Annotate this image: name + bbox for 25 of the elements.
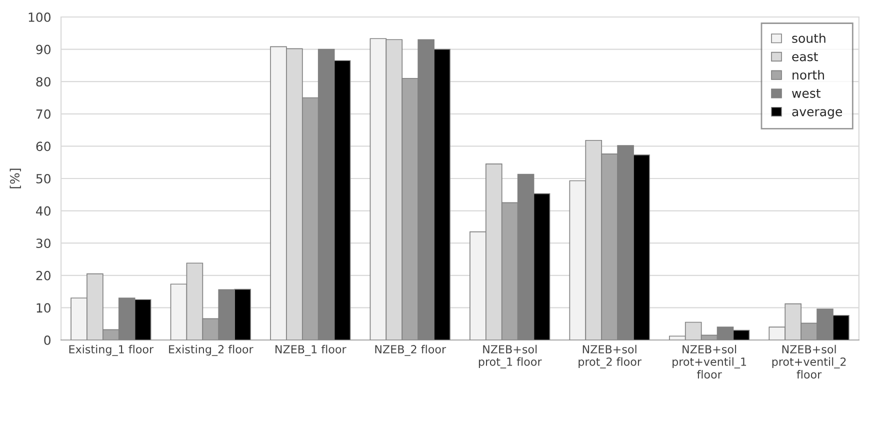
legend-label: average xyxy=(792,109,842,119)
y-tick-label: 90 xyxy=(36,44,50,54)
y-tick-label: 100 xyxy=(28,12,50,22)
y-tick-label: 10 xyxy=(36,303,50,313)
y-tick-label: 0 xyxy=(44,335,50,345)
x-tick-label: NZEB_2 floor xyxy=(375,344,446,356)
x-tick-label: NZEB+sol prot_2 floor xyxy=(578,344,642,368)
y-tick-label: 50 xyxy=(36,174,50,184)
y-tick-label: 70 xyxy=(36,109,50,119)
x-tick-label: Existing_2 floor xyxy=(169,344,254,356)
y-tick-label: 20 xyxy=(36,270,50,280)
x-tick-label: NZEB+sol prot+ventil_1 floor xyxy=(672,344,746,379)
y-tick-label: 40 xyxy=(36,206,50,216)
y-axis-title: [%] xyxy=(10,168,21,188)
x-tick-label: Existing_1 floor xyxy=(69,344,154,356)
x-tick-label: NZEB+sol prot_1 floor xyxy=(478,344,542,368)
x-tick-label: NZEB+sol prot+ventil_2 floor xyxy=(772,344,846,379)
legend-label: north xyxy=(792,70,824,80)
y-tick-label: 80 xyxy=(36,77,50,87)
legend-label: west xyxy=(792,89,821,98)
y-tick-label: 30 xyxy=(36,238,50,248)
y-tick-label: 60 xyxy=(36,142,50,152)
x-tick-label: NZEB_1 floor xyxy=(276,344,346,356)
legend-label: east xyxy=(792,52,818,62)
legend-label: south xyxy=(792,33,826,43)
